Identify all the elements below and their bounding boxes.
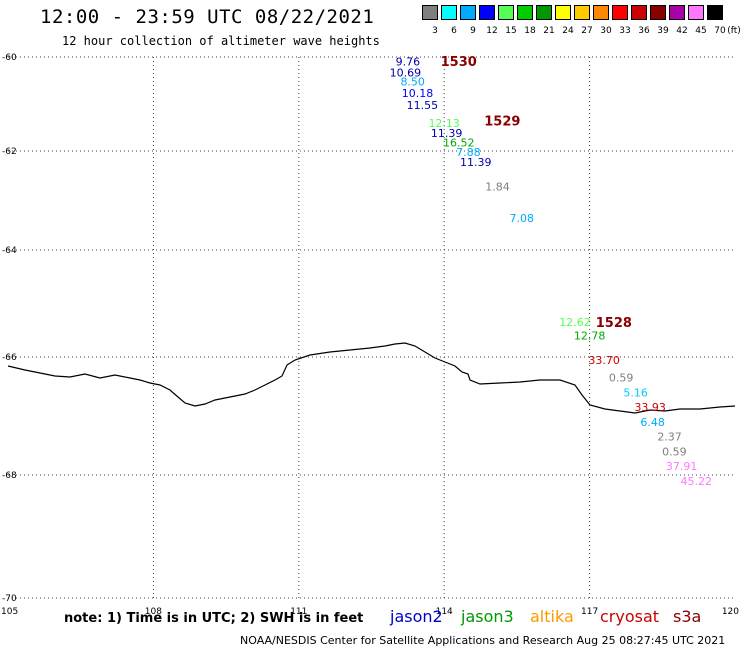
legend-swatch (593, 5, 609, 20)
satellite-altika: altika (530, 607, 574, 626)
swh-value: 16.52 (443, 137, 475, 150)
legend-label: 30 (600, 26, 612, 36)
legend-swatch (460, 5, 476, 20)
swh-value: 11.39 (431, 127, 463, 140)
page-subtitle: 12 hour collection of altimeter wave hei… (62, 34, 380, 48)
lon-tick-label: 111 (290, 607, 307, 617)
swh-value: 11.39 (460, 156, 492, 169)
swh-value: 8.50 (400, 75, 425, 88)
legend-swatch (555, 5, 571, 20)
swh-value: 45.22 (680, 475, 712, 488)
lat-tick-label: -68 (2, 471, 17, 481)
legend-label: 70 (714, 26, 726, 36)
lon-tick-label: 114 (436, 607, 453, 617)
legend-label: 45 (695, 26, 707, 36)
legend-swatch (631, 5, 647, 20)
legend-label: 6 (451, 26, 457, 36)
legend-label: 42 (676, 26, 688, 36)
swh-value: 10.69 (390, 67, 422, 80)
legend-label: 18 (524, 26, 536, 36)
swh-value: 12.13 (428, 117, 460, 130)
lat-tick-label: -60 (2, 53, 17, 63)
legend-swatch (707, 5, 723, 20)
satellite-cryosat: cryosat (600, 607, 660, 626)
swh-value: 7.08 (509, 212, 534, 225)
swh-value: 10.18 (402, 87, 434, 100)
legend-swatch (517, 5, 533, 20)
lon-tick-label: 105 (1, 607, 18, 617)
lat-tick-label: -66 (2, 353, 17, 363)
legend-swatch (650, 5, 666, 20)
legend-label: 24 (562, 26, 574, 36)
track-number: 1530 (441, 55, 477, 70)
legend-swatch (612, 5, 628, 20)
axis-ticks: 105 108 111 114 117 120 -60 -62 -64 -66 -68 -70 (1, 53, 739, 617)
legend-swatch (669, 5, 685, 20)
swh-value: 5.16 (623, 386, 648, 399)
legend-swatch (688, 5, 704, 20)
swh-value: 7.88 (456, 146, 481, 159)
legend-label: 27 (581, 26, 593, 36)
swh-value: 33.70 (588, 354, 620, 367)
legend-swatch (498, 5, 514, 20)
footer-credit: NOAA/NESDIS Center for Satellite Applica… (240, 634, 726, 647)
swh-value: 1.84 (485, 181, 510, 194)
antarctic-coastline (7, 342, 736, 414)
legend-label: 15 (505, 26, 517, 36)
lon-tick-label: 117 (581, 607, 598, 617)
track-number: 1529 (484, 114, 520, 129)
swh-value: 0.59 (662, 445, 687, 458)
legend-label: 33 (619, 26, 631, 36)
legend-label: 9 (470, 26, 476, 36)
lat-tick-label: -62 (2, 147, 17, 157)
legend-unit: (ft) (727, 26, 740, 36)
legend-swatch (536, 5, 552, 20)
legend-swatch (441, 5, 457, 20)
note-text: note: 1) Time is in UTC; 2) SWH is in fe… (64, 611, 364, 626)
swh-value: 6.48 (640, 416, 665, 429)
legend-label: 3 (432, 26, 438, 36)
page-title: 12:00 - 23:59 UTC 08/22/2021 (40, 6, 375, 28)
lat-tick-label: -64 (2, 246, 17, 256)
legend-label: 39 (657, 26, 669, 36)
swh-value: 33.93 (634, 401, 666, 414)
legend-label: 36 (638, 26, 650, 36)
legend-label: 21 (543, 26, 555, 36)
satellite-jason3: jason3 (461, 607, 514, 626)
legend-swatch (422, 5, 438, 20)
swh-value: 0.59 (609, 372, 634, 385)
lon-tick-label: 120 (722, 607, 739, 617)
swh-value: 2.37 (657, 431, 682, 444)
swh-value: 12.62 (559, 316, 591, 329)
satellite-jason2: jason2 (390, 607, 443, 626)
legend-swatch (574, 5, 590, 20)
lon-tick-label: 108 (145, 607, 162, 617)
track-number: 1528 (596, 316, 632, 331)
satellite-s3a: s3a (673, 607, 702, 626)
altimeter-observations: 9.7610.698.5010.1811.5512.1311.3916.527.… (390, 55, 712, 488)
legend-label: 12 (486, 26, 498, 36)
swh-value: 11.55 (407, 99, 439, 112)
swh-value: 37.91 (666, 460, 698, 473)
swh-value: 12.78 (574, 330, 606, 343)
swh-value: 9.76 (396, 56, 421, 69)
legend-swatch (479, 5, 495, 20)
lat-tick-label: -70 (2, 594, 17, 604)
